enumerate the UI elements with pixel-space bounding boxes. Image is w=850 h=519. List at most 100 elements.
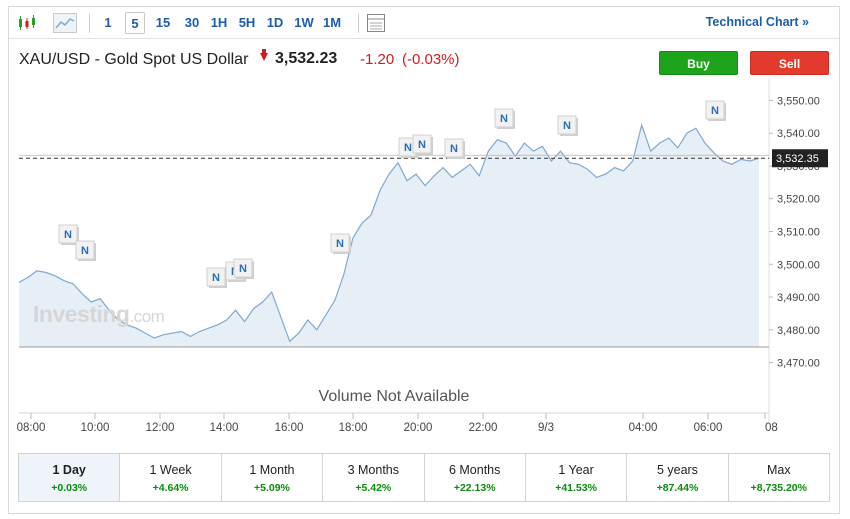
period-change: +87.44% <box>656 482 699 494</box>
sell-button[interactable]: Sell <box>750 51 829 75</box>
x-tick-label: 14:00 <box>210 422 239 434</box>
table-view-icon[interactable] <box>366 13 386 33</box>
news-marker-box <box>206 267 226 287</box>
x-tick-label: 20:00 <box>404 422 433 434</box>
news-marker[interactable]: N <box>705 100 726 121</box>
timeframe-15[interactable]: 15 <box>155 15 171 30</box>
buy-button[interactable]: Buy <box>659 51 738 75</box>
period-tab-5-years[interactable]: 5 years +87.44% <box>627 454 729 501</box>
news-marker[interactable]: N <box>494 108 515 129</box>
x-tick-label: 12:00 <box>146 422 175 434</box>
news-marker-label: N <box>81 245 89 257</box>
x-tick-label: 16:00 <box>275 422 304 434</box>
y-tick-label: 3,500.00 <box>777 259 820 271</box>
watermark-text: Investing <box>33 301 130 327</box>
news-marker-box <box>557 115 577 135</box>
news-marker-label: N <box>500 113 508 125</box>
news-marker-label: N <box>404 142 412 154</box>
down-arrow-icon <box>260 53 268 61</box>
x-tick-label: 9/3 <box>538 422 554 434</box>
price-change: -1.20 <box>360 51 395 68</box>
period-label: Max <box>767 463 791 477</box>
chart-toolbar: 1 5 15 30 1H 5H 1D 1W 1M Technical Chart » <box>9 7 839 39</box>
news-marker-label: N <box>212 272 220 284</box>
price-change-percent: (-0.03%) <box>402 51 460 68</box>
y-tick-label: 3,550.00 <box>777 95 820 107</box>
timeframe-5h[interactable]: 5H <box>238 15 256 30</box>
y-tick-label: 3,480.00 <box>777 325 820 337</box>
x-tick-label: 08 <box>765 422 778 434</box>
news-marker-box <box>412 134 432 154</box>
news-marker[interactable]: N <box>444 138 465 159</box>
period-change: +8,735.20% <box>750 482 807 494</box>
area-chart-icon[interactable] <box>53 13 77 33</box>
news-marker[interactable]: N <box>58 224 79 245</box>
news-marker-box <box>233 258 253 278</box>
period-label: 1 Year <box>558 463 594 477</box>
price-line <box>18 122 760 343</box>
period-label: 3 Months <box>347 463 400 477</box>
candlestick-icon[interactable] <box>17 13 37 33</box>
y-tick-label: 3,470.00 <box>777 358 820 370</box>
news-marker-label: N <box>711 105 719 117</box>
news-marker-box <box>330 233 350 253</box>
timeframe-1w[interactable]: 1W <box>294 15 314 30</box>
news-marker-box <box>58 224 78 244</box>
down-arrow-icon <box>262 49 266 54</box>
price-chart[interactable]: 3,550.003,540.003,530.003,520.003,510.00… <box>9 79 839 439</box>
investing-watermark: Investing.com <box>33 301 165 328</box>
toolbar-divider <box>358 13 359 33</box>
news-marker-box <box>444 138 464 158</box>
news-marker-label: N <box>418 139 426 151</box>
news-marker[interactable]: N <box>75 240 96 261</box>
x-tick-label: 18:00 <box>339 422 368 434</box>
y-tick-label: 3,510.00 <box>777 227 820 239</box>
period-tab-3-months[interactable]: 3 Months +5.42% <box>323 454 425 501</box>
y-tick-label: 3,520.00 <box>777 194 820 206</box>
news-marker[interactable]: N <box>233 258 254 279</box>
period-tab-1-week[interactable]: 1 Week +4.64% <box>120 454 222 501</box>
news-marker[interactable]: N <box>412 134 433 155</box>
news-marker-label: N <box>336 238 344 250</box>
news-marker[interactable]: N <box>330 233 351 254</box>
current-price-tag <box>772 149 828 168</box>
x-tick-label: 04:00 <box>629 422 658 434</box>
period-tab-max[interactable]: Max +8,735.20% <box>728 454 829 501</box>
news-marker-box <box>705 100 725 120</box>
timeframe-5[interactable]: 5 <box>125 12 145 34</box>
watermark-suffix: .com <box>129 307 165 326</box>
news-marker[interactable]: N <box>557 115 578 136</box>
period-label: 1 Month <box>249 463 295 477</box>
news-marker-box <box>75 240 95 260</box>
news-marker[interactable]: N <box>206 267 227 288</box>
period-change: +22.13% <box>453 482 496 494</box>
period-label: 5 years <box>656 463 698 477</box>
period-label: 6 Months <box>448 463 501 477</box>
toolbar-divider <box>89 13 90 33</box>
timeframe-1m[interactable]: 1M <box>322 15 342 30</box>
technical-chart-link[interactable]: Technical Chart » <box>705 15 809 29</box>
x-tick-label: 22:00 <box>469 422 498 434</box>
instrument-name: XAU/USD - Gold Spot US Dollar <box>19 51 249 68</box>
news-marker-label: N <box>563 120 571 132</box>
period-change: +4.64% <box>152 482 189 494</box>
timeframe-1d[interactable]: 1D <box>266 15 284 30</box>
period-tab-1-month[interactable]: 1 Month +5.09% <box>221 454 324 501</box>
period-tab-1-year[interactable]: 1 Year +41.53% <box>525 454 628 501</box>
period-tab-1-day[interactable]: 1 Day +0.03% <box>19 454 121 501</box>
timeframe-1[interactable]: 1 <box>104 15 112 30</box>
timeframe-30[interactable]: 30 <box>184 15 200 30</box>
current-price-label: 3,532.35 <box>776 153 819 165</box>
y-tick-label: 3,540.00 <box>777 128 820 140</box>
period-change: +5.42% <box>355 482 392 494</box>
period-tab-6-months[interactable]: 6 Months +22.13% <box>424 454 526 501</box>
chart-widget: 1 5 15 30 1H 5H 1D 1W 1M Technical Chart » XAU/U… <box>8 6 840 514</box>
y-tick-label: 3,490.00 <box>777 292 820 304</box>
price-area <box>19 125 759 347</box>
news-marker-label: N <box>64 229 72 241</box>
x-tick-label: 08:00 <box>17 422 46 434</box>
period-change: +0.03% <box>51 482 88 494</box>
news-marker-label: N <box>450 143 458 155</box>
timeframe-1h[interactable]: 1H <box>210 15 228 30</box>
period-change: +41.53% <box>555 482 597 494</box>
